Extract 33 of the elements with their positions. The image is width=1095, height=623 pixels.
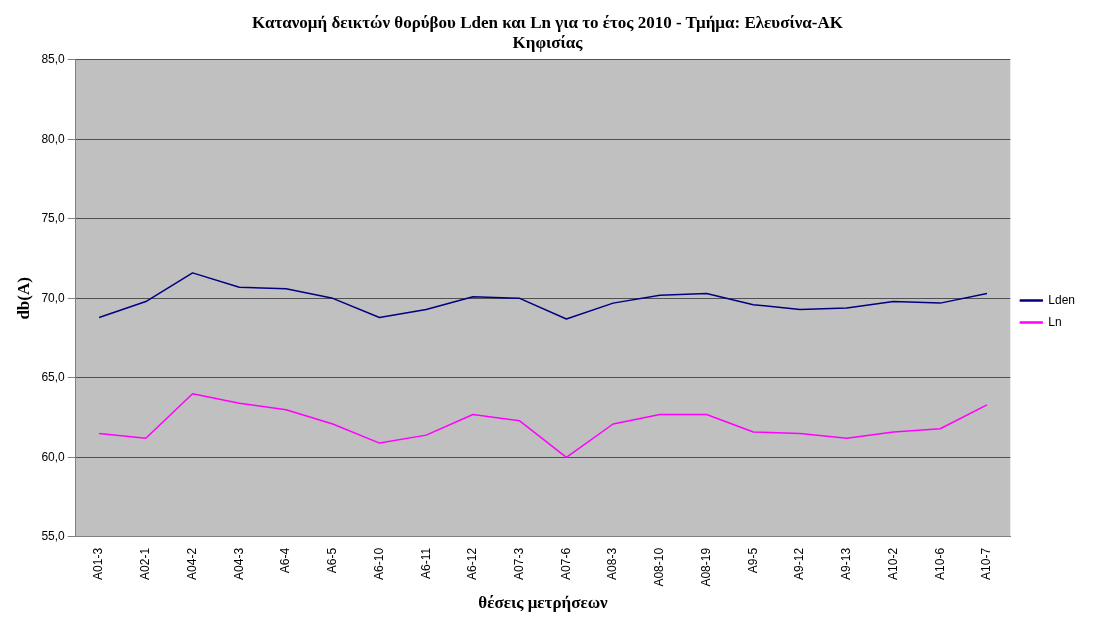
y-axis-title: db(A) [13,277,33,320]
text: Κατανομή δεικτών θορύβου Lden και Ln για το έτος 2010 - Τμήμα: Ελευσίνα-ΑΚ [252,12,843,32]
x-axis-title: θέσεις μετρήσεων [478,593,609,613]
x-tick-label: A10-7 [979,547,994,580]
x-tick-label: A6-11 [418,547,433,580]
x-tick-label: A9-5 [745,547,760,574]
x-tick-label: A08-3 [605,547,620,580]
y-tick-label: 65,0 [41,370,66,385]
x-tick-label: A02-1 [138,547,153,580]
x-tick-label: A6-4 [278,547,293,574]
x-tick-label: A04-3 [231,547,246,580]
x-tick-label: A01-3 [91,547,106,580]
legend-label: Ln [1048,314,1062,329]
x-tick-label: A6-10 [371,547,386,580]
x-tick-label: A9-12 [792,547,807,580]
legend-label: Lden [1048,292,1076,307]
x-tick-label: A6-5 [325,547,340,574]
text: Κηφισίας [512,32,583,52]
y-tick-label: 55,0 [41,529,66,544]
x-tick-label: A08-10 [652,547,667,587]
y-tick-label: 70,0 [41,290,66,305]
x-tick-label: A08-19 [698,547,713,587]
x-tick-label: A10-6 [932,547,947,580]
x-tick-label: A10-2 [885,547,900,580]
y-tick-label: 85,0 [41,52,66,67]
y-tick-label: 60,0 [41,449,66,464]
x-tick-label: A07-3 [511,547,526,580]
y-tick-label: 80,0 [41,131,66,146]
x-tick-label: A6-12 [465,547,480,580]
x-tick-label: A07-6 [558,547,573,580]
y-tick-label: 75,0 [41,211,66,226]
x-tick-label: A04-2 [184,547,199,580]
x-tick-label: A9-13 [839,547,854,580]
